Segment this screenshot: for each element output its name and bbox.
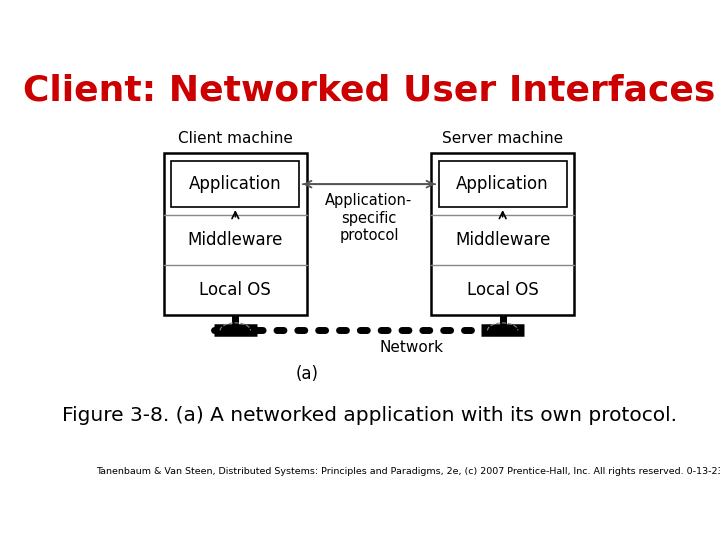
Text: Application: Application	[456, 175, 549, 193]
Text: Application: Application	[189, 175, 282, 193]
Bar	[431, 153, 575, 315]
Bar	[438, 161, 567, 207]
Bar	[163, 153, 307, 315]
Text: Local OS: Local OS	[467, 281, 539, 299]
Text: Middleware: Middleware	[188, 231, 283, 249]
Text: (a): (a)	[295, 365, 318, 383]
Text: Server machine: Server machine	[442, 131, 563, 146]
Bar	[171, 161, 300, 207]
Text: Network: Network	[379, 340, 444, 355]
Text: Tanenbaum & Van Steen, Distributed Systems: Principles and Paradigms, 2e, (c) 20: Tanenbaum & Van Steen, Distributed Syste…	[96, 467, 720, 476]
Text: Figure 3-8. (a) A networked application with its own protocol.: Figure 3-8. (a) A networked application …	[61, 406, 677, 424]
Text: Client machine: Client machine	[178, 131, 293, 146]
Text: Application-
specific
protocol: Application- specific protocol	[325, 193, 413, 243]
Text: Middleware: Middleware	[455, 231, 550, 249]
Text: Client: Networked User Interfaces: Client: Networked User Interfaces	[23, 73, 715, 107]
Text: Local OS: Local OS	[199, 281, 271, 299]
